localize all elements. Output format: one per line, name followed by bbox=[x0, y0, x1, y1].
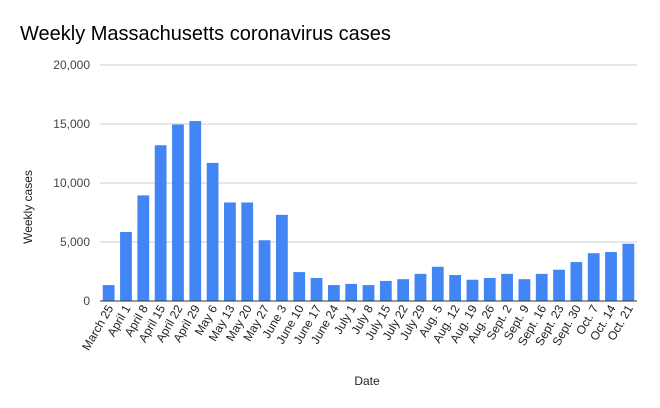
bar bbox=[535, 273, 548, 301]
bar bbox=[587, 253, 600, 301]
y-tick-label: 0 bbox=[83, 294, 90, 308]
bar bbox=[414, 273, 427, 301]
bar bbox=[154, 145, 167, 301]
bar bbox=[276, 214, 288, 301]
bar bbox=[605, 252, 617, 301]
bar bbox=[310, 277, 323, 301]
bar bbox=[362, 285, 375, 301]
bar bbox=[379, 280, 392, 301]
bar bbox=[518, 279, 531, 301]
y-tick-label: 5,000 bbox=[60, 235, 90, 249]
bar bbox=[483, 277, 496, 301]
bar bbox=[397, 279, 410, 301]
bar bbox=[189, 121, 202, 301]
bar bbox=[120, 231, 132, 301]
bar bbox=[449, 275, 461, 301]
bars bbox=[102, 121, 635, 301]
bar bbox=[172, 124, 184, 301]
bar bbox=[137, 195, 150, 301]
bar bbox=[258, 240, 271, 301]
bar bbox=[431, 266, 444, 301]
y-tick-label: 20,000 bbox=[53, 58, 90, 72]
bar bbox=[102, 285, 115, 301]
y-tick-label: 15,000 bbox=[53, 117, 90, 131]
bar bbox=[466, 279, 479, 301]
chart-title: Weekly Massachusetts coronavirus cases bbox=[20, 23, 391, 45]
bar bbox=[553, 269, 565, 301]
y-tick-label: 10,000 bbox=[53, 176, 90, 190]
bar bbox=[241, 202, 254, 301]
bar bbox=[501, 273, 513, 301]
y-axis-label: Weekly cases bbox=[21, 170, 35, 244]
bar bbox=[622, 243, 635, 301]
bar bbox=[345, 283, 358, 301]
bar bbox=[224, 202, 236, 301]
y-axis-ticks: 0 5,000 10,000 15,000 20,000 bbox=[53, 58, 90, 308]
bar bbox=[327, 285, 340, 301]
bar bbox=[293, 272, 306, 301]
bar bbox=[570, 262, 583, 301]
bar bbox=[206, 162, 219, 301]
x-axis-label: Date bbox=[354, 374, 380, 388]
